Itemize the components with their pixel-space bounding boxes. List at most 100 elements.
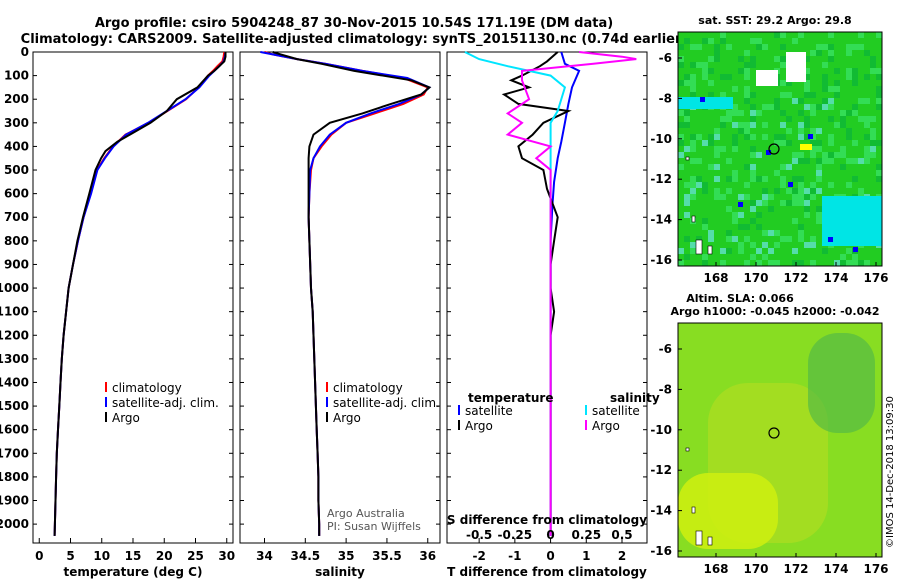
sst-cell: [690, 188, 696, 194]
sst-cell: [678, 164, 684, 170]
sst-cell: [696, 176, 702, 182]
map-lon-tick-label: 172: [783, 271, 808, 285]
sst-cell: [708, 164, 714, 170]
sst-cell: [846, 68, 852, 74]
sst-cell: [804, 86, 810, 92]
sst-cell: [840, 116, 846, 122]
sst-blue-pixel: [828, 237, 833, 242]
map-lon-tick-label: 176: [863, 562, 888, 576]
sst-cell: [810, 236, 816, 242]
sst-cell: [702, 62, 708, 68]
sla-map: -6 -8 -10 -12 -14 -16 168 170 172 174 176: [650, 322, 889, 576]
sst-cell: [822, 158, 828, 164]
sst-cell: [780, 200, 786, 206]
sst-cell: [870, 68, 876, 74]
sst-cell: [804, 206, 810, 212]
sst-cell: [780, 236, 786, 242]
sst-cell: [744, 122, 750, 128]
sst-cell: [732, 110, 738, 116]
sst-cell: [732, 170, 738, 176]
sst-cell: [828, 182, 834, 188]
sst-cell: [696, 236, 702, 242]
sst-cell: [744, 164, 750, 170]
sst-cell: [732, 236, 738, 242]
sst-cell: [786, 188, 792, 194]
sst-cell: [786, 128, 792, 134]
sst-cell: [846, 182, 852, 188]
sst-cell: [834, 152, 840, 158]
depth-tick-label: 800: [4, 234, 29, 248]
top-x-tick-label: -0.25: [498, 528, 533, 542]
sst-cell: [810, 188, 816, 194]
sst-cell: [804, 104, 810, 110]
sst-cell: [804, 80, 810, 86]
sst-cell: [768, 194, 774, 200]
sst-cell: [798, 260, 804, 266]
sst-cell: [702, 68, 708, 74]
sst-cell: [678, 56, 684, 62]
sst-cell: [858, 98, 864, 104]
sst-cell: [732, 104, 738, 110]
sst-cell: [780, 122, 786, 128]
sst-cell: [720, 74, 726, 80]
sst-cell: [738, 128, 744, 134]
sst-cell: [750, 200, 756, 206]
sst-blue-pixel: [808, 134, 813, 139]
sst-cell: [846, 260, 852, 266]
sst-cell: [786, 236, 792, 242]
sst-cell: [828, 158, 834, 164]
sst-cell: [702, 182, 708, 188]
sla-map-subtitle: Argo h1000: -0.045 h2000: -0.042: [670, 305, 879, 318]
x-tick-label: 25: [187, 549, 204, 563]
sst-cell: [774, 140, 780, 146]
legend-label: satellite: [465, 404, 513, 418]
sst-cell: [864, 146, 870, 152]
sst-cell: [684, 236, 690, 242]
sst-cell: [690, 62, 696, 68]
sst-cell: [792, 176, 798, 182]
legend-label: Argo: [465, 419, 493, 433]
sst-cell: [852, 44, 858, 50]
sst-cell: [714, 188, 720, 194]
sst-cell: [726, 74, 732, 80]
sst-cell: [762, 104, 768, 110]
sst-cell: [870, 56, 876, 62]
depth-tick-label: 700: [4, 210, 29, 224]
sst-cell: [792, 98, 798, 104]
sst-cell: [840, 254, 846, 260]
sst-cell: [780, 134, 786, 140]
sst-cell: [780, 182, 786, 188]
sst-cell: [684, 110, 690, 116]
sst-cell: [834, 260, 840, 266]
sst-cell: [744, 86, 750, 92]
sst-cell: [780, 92, 786, 98]
depth-tick-label: 1500: [0, 399, 29, 413]
sst-cell: [804, 158, 810, 164]
sst-cell: [792, 158, 798, 164]
series-line-salinity-argo: [505, 51, 637, 536]
sst-cell: [816, 206, 822, 212]
sst-cell: [684, 146, 690, 152]
top-x-tick-label: 0.25: [571, 528, 601, 542]
credit-argo-australia: Argo Australia: [327, 507, 405, 520]
sst-cell: [792, 260, 798, 266]
sst-cell: [750, 206, 756, 212]
sst-cell: [840, 260, 846, 266]
sst-cell: [810, 260, 816, 266]
depth-tick-label: 500: [4, 163, 29, 177]
sst-cell: [786, 92, 792, 98]
sst-cell: [678, 248, 684, 254]
sst-cell: [840, 110, 846, 116]
sst-cell: [750, 92, 756, 98]
sst-cell: [876, 176, 882, 182]
sst-cell: [774, 242, 780, 248]
sst-cell: [738, 248, 744, 254]
sst-cell: [822, 74, 828, 80]
sst-blue-pixel: [853, 247, 858, 252]
x-tick-label: 35: [338, 549, 355, 563]
sst-cell: [738, 224, 744, 230]
map-lat-tick-label: -14: [650, 504, 672, 518]
x-axis-label: temperature (deg C): [64, 565, 203, 579]
sst-cell: [756, 44, 762, 50]
sst-cell: [780, 164, 786, 170]
